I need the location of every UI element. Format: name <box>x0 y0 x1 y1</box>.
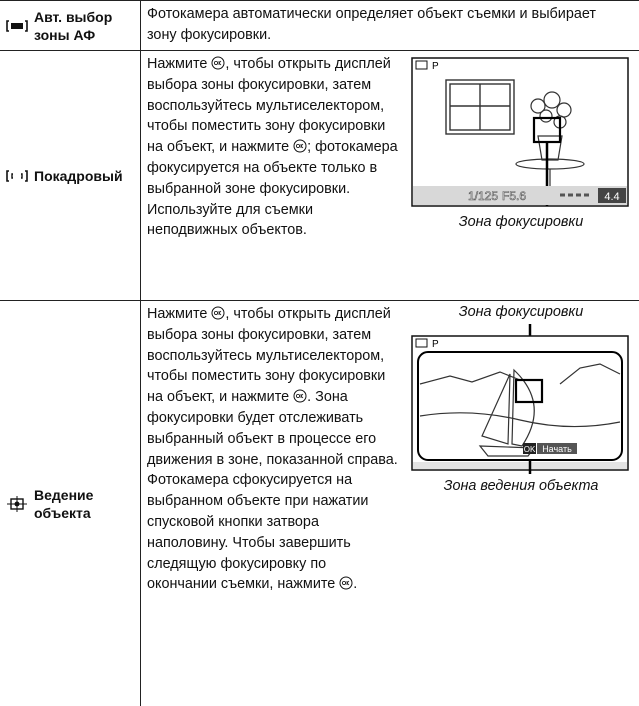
shutter-speed: 1/125 <box>468 189 498 203</box>
figure-caption: Зона фокусировки <box>458 214 584 230</box>
mode-cell: Ведение объекта <box>6 301 138 706</box>
screen-mode: P <box>432 339 439 350</box>
window <box>445 79 515 135</box>
screen-value: 4.4 <box>604 191 619 203</box>
description: Нажмите , чтобы открыть дисплей выбора з… <box>147 54 399 241</box>
screen-frame <box>411 57 629 207</box>
ok-button-icon <box>293 139 307 153</box>
text: Нажмите <box>147 306 208 322</box>
text: , чтобы открыть дисплей выбора зоны фоку… <box>147 306 391 406</box>
rule <box>0 0 639 1</box>
start-box <box>537 443 577 454</box>
aperture: F5.6 <box>502 189 526 203</box>
figure-caption: Зона фокусировки <box>458 304 584 320</box>
button-label: OK <box>524 445 536 454</box>
ok-button-icon <box>339 576 353 590</box>
mode-name: Авт. выбор зоны АФ <box>34 8 113 43</box>
info-bar <box>413 462 627 469</box>
text: Нажмите <box>147 56 208 72</box>
column-rule <box>140 0 141 706</box>
description: Фотокамера автоматически определяет объе… <box>147 4 627 46</box>
mode-icon <box>7 495 27 512</box>
screen-illustration: P OK Начать <box>411 324 629 474</box>
mode-cell: Авт. выбор зоны АФ <box>6 1 138 50</box>
text: , чтобы открыть дисплей выбора зоны фоку… <box>147 56 391 156</box>
text: . <box>353 576 358 593</box>
camera-icon <box>415 60 428 70</box>
focus-area <box>514 378 544 404</box>
ok-button-icon <box>211 56 225 70</box>
screen-illustration: P 1/125 F5.6 4.4 <box>411 57 629 207</box>
mode-cell: Покадровый <box>6 51 138 300</box>
rule <box>0 50 639 51</box>
tracking-area <box>417 351 623 461</box>
screen-mode: P <box>432 61 439 72</box>
camera-icon <box>415 338 428 348</box>
ok-button-icon <box>293 389 307 403</box>
text: Фотокамера автоматически определяет объе… <box>147 6 596 43</box>
start-label: Начать <box>542 444 572 454</box>
description: Нажмите , чтобы открыть дисплей выбора з… <box>147 304 399 595</box>
figure-caption: Зона ведения объекта <box>443 478 599 494</box>
mode-name: Ведение объекта <box>34 486 94 521</box>
rule <box>0 300 639 301</box>
mode-name: Покадровый <box>34 167 123 184</box>
ok-button-icon <box>211 306 225 320</box>
mode-icon <box>6 19 28 32</box>
text: ; фотокамера фокусируется на объекте тол… <box>147 139 398 239</box>
button-box <box>523 443 536 454</box>
info-bar <box>413 186 627 205</box>
text: . Зона фокусировки будет отслеживать выб… <box>147 389 398 593</box>
mode-icon <box>6 169 28 182</box>
value-box <box>598 188 626 203</box>
